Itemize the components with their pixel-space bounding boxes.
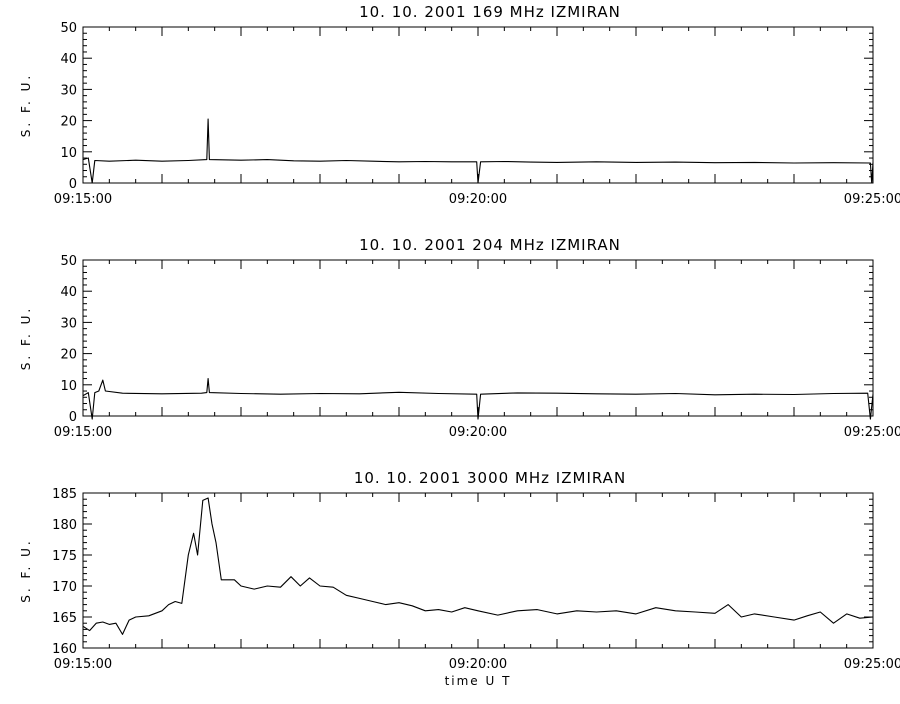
plot-frame xyxy=(82,259,874,417)
y-tick-label: 0 xyxy=(69,410,77,425)
y-tick-label: 50 xyxy=(60,21,77,36)
chart-title: 10. 10. 2001 204 MHz IZMIRAN xyxy=(359,236,621,254)
series-line xyxy=(82,118,874,184)
x-tick-label: 09:15:00 xyxy=(54,192,112,207)
series-line xyxy=(82,497,874,635)
y-tick-label: 170 xyxy=(52,580,77,595)
y-tick-label: 165 xyxy=(52,611,77,626)
y-tick-label: 175 xyxy=(52,549,77,564)
x-tick-label: 09:15:00 xyxy=(54,657,112,672)
x-tick-label: 09:25:00 xyxy=(844,192,900,207)
series-line xyxy=(82,378,874,420)
chart-title: 10. 10. 2001 169 MHz IZMIRAN xyxy=(359,3,621,21)
y-tick-label: 20 xyxy=(60,115,77,130)
y-tick-label: 50 xyxy=(60,254,77,269)
chart-panel-3: 10. 10. 2001 3000 MHz IZMIRAN S. F. U. 160… xyxy=(19,469,900,688)
x-axis-label: time U T xyxy=(445,674,512,688)
y-tick-label: 160 xyxy=(52,642,77,657)
chart-panel-1: 10. 10. 2001 169 MHz IZMIRAN S. F. U. 0 10 2… xyxy=(19,3,900,207)
y-tick-label: 30 xyxy=(60,83,77,98)
x-tick-label: 09:20:00 xyxy=(449,192,507,207)
x-tick-label: 09:20:00 xyxy=(449,657,507,672)
y-tick-label: 180 xyxy=(52,518,77,533)
y-tick-label: 40 xyxy=(60,52,77,67)
y-tick-label: 30 xyxy=(60,316,77,331)
x-tick-label: 09:20:00 xyxy=(449,425,507,440)
y-axis-label: S. F. U. xyxy=(19,306,33,370)
x-tick-label: 09:15:00 xyxy=(54,425,112,440)
y-axis-label: S. F. U. xyxy=(19,73,33,137)
y-tick-label: 10 xyxy=(60,146,77,161)
chart-panel-2: 10. 10. 2001 204 MHz IZMIRAN S. F. U. 0 10 2… xyxy=(19,236,900,440)
y-tick-label: 20 xyxy=(60,348,77,363)
y-axis-label: S. F. U. xyxy=(19,538,33,602)
y-tick-label: 0 xyxy=(69,177,77,192)
y-tick-label: 185 xyxy=(52,487,77,502)
chart-title: 10. 10. 2001 3000 MHz IZMIRAN xyxy=(354,469,626,487)
y-tick-label: 10 xyxy=(60,379,77,394)
x-tick-label: 09:25:00 xyxy=(844,657,900,672)
x-tick-label: 09:25:00 xyxy=(844,425,900,440)
y-tick-label: 40 xyxy=(60,285,77,300)
